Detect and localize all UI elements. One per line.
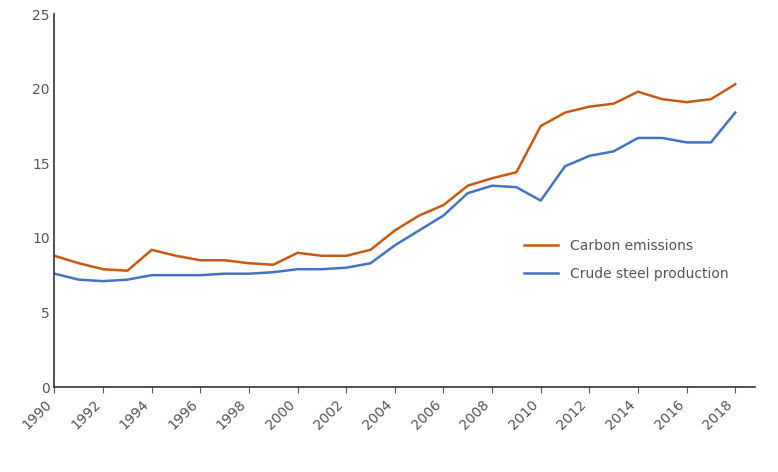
Crude steel production: [731, 110, 740, 116]
Crude steel production: [706, 140, 716, 145]
Carbon emissions: [50, 253, 59, 259]
Crude steel production: [123, 277, 132, 282]
Crude steel production: [244, 271, 254, 277]
Crude steel production: [463, 190, 472, 196]
Carbon emissions: [147, 247, 156, 253]
Carbon emissions: [317, 253, 327, 259]
Crude steel production: [584, 153, 594, 159]
Carbon emissions: [98, 266, 107, 272]
Crude steel production: [512, 185, 521, 190]
Crude steel production: [415, 228, 424, 233]
Carbon emissions: [415, 213, 424, 219]
Line: Carbon emissions: Carbon emissions: [54, 84, 735, 271]
Carbon emissions: [268, 262, 278, 268]
Crude steel production: [171, 272, 180, 278]
Carbon emissions: [706, 96, 716, 102]
Carbon emissions: [536, 123, 545, 129]
Crude steel production: [74, 277, 83, 282]
Carbon emissions: [584, 104, 594, 110]
Crude steel production: [633, 135, 643, 141]
Carbon emissions: [731, 82, 740, 87]
Crude steel production: [220, 271, 230, 277]
Carbon emissions: [171, 253, 180, 259]
Carbon emissions: [244, 261, 254, 266]
Crude steel production: [536, 198, 545, 203]
Crude steel production: [317, 266, 327, 272]
Carbon emissions: [220, 257, 230, 263]
Carbon emissions: [560, 110, 569, 116]
Crude steel production: [366, 261, 375, 266]
Crude steel production: [195, 272, 205, 278]
Carbon emissions: [487, 176, 496, 181]
Carbon emissions: [74, 261, 83, 266]
Crude steel production: [342, 265, 351, 270]
Crude steel production: [609, 149, 619, 154]
Carbon emissions: [657, 96, 667, 102]
Crude steel production: [487, 183, 496, 188]
Carbon emissions: [633, 89, 643, 94]
Crude steel production: [657, 135, 667, 141]
Crude steel production: [439, 213, 448, 219]
Crude steel production: [268, 270, 278, 275]
Carbon emissions: [293, 250, 302, 256]
Carbon emissions: [390, 228, 399, 233]
Crude steel production: [682, 140, 691, 145]
Carbon emissions: [195, 257, 205, 263]
Carbon emissions: [123, 268, 132, 274]
Carbon emissions: [609, 101, 619, 107]
Crude steel production: [390, 243, 399, 248]
Crude steel production: [293, 266, 302, 272]
Line: Crude steel production: Crude steel production: [54, 113, 735, 281]
Legend: Carbon emissions, Crude steel production: Carbon emissions, Crude steel production: [518, 234, 734, 287]
Carbon emissions: [439, 202, 448, 208]
Crude steel production: [147, 272, 156, 278]
Crude steel production: [560, 163, 569, 169]
Carbon emissions: [463, 183, 472, 188]
Carbon emissions: [366, 247, 375, 253]
Carbon emissions: [512, 169, 521, 175]
Crude steel production: [50, 271, 59, 277]
Crude steel production: [98, 278, 107, 284]
Carbon emissions: [682, 99, 691, 105]
Carbon emissions: [342, 253, 351, 259]
